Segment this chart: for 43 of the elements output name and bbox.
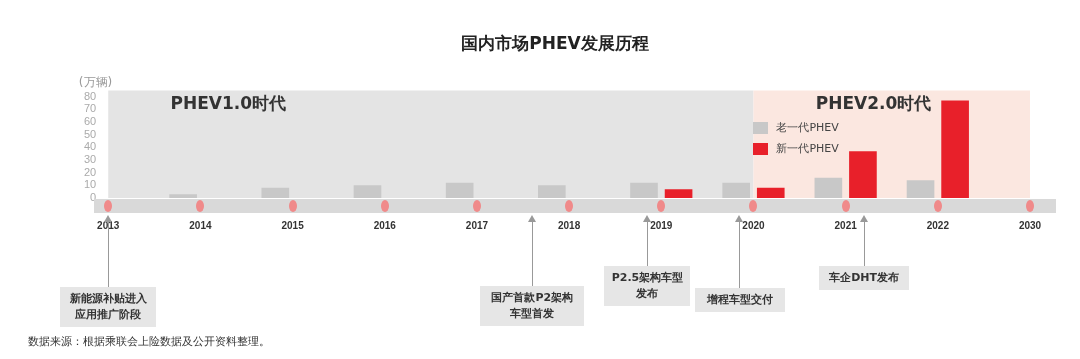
legend-label: 新一代PHEV [776, 141, 839, 157]
x-tick-label: 2018 [557, 219, 581, 231]
band-label: PHEV1.0时代 [170, 93, 287, 114]
y-tick-label: 20 [83, 165, 97, 178]
source-note: 数据来源：根据乘联会上险数据及公开资料整理。 [28, 334, 270, 349]
bar [445, 182, 474, 198]
bar [906, 180, 935, 198]
y-tick-label: 80 [83, 89, 97, 102]
y-tick-label: 40 [83, 140, 97, 153]
x-tick-label: 2015 [281, 219, 305, 231]
text: 国产首款P2架构车型首发 [480, 286, 585, 326]
text: 车企DHT发布 [819, 266, 910, 290]
y-tick-label: 70 [83, 102, 97, 115]
bar [849, 151, 877, 198]
bar [756, 187, 785, 198]
y-tick-label: 30 [83, 153, 97, 166]
bar [664, 189, 693, 198]
x-tick-label: 2020 [742, 219, 766, 231]
text: P2.5架构车型发布 [604, 266, 691, 306]
band-label: PHEV2.0时代 [815, 93, 932, 114]
bar [941, 100, 969, 198]
text: 新能源补贴进入应用推广阶段 [60, 287, 157, 327]
bar [814, 177, 843, 198]
x-tick-label: 2014 [189, 219, 212, 231]
y-tick-label: 50 [83, 127, 97, 140]
y-axis-title: (万辆) [78, 74, 113, 89]
bar [722, 182, 751, 198]
y-tick-label: 60 [83, 115, 97, 128]
bar [353, 185, 382, 198]
bar [261, 187, 290, 198]
legend-label: 老一代PHEV [776, 120, 839, 136]
x-tick-label: 2016 [373, 219, 397, 231]
x-tick-label: 2017 [465, 219, 489, 231]
x-tick-label: 2013 [97, 219, 120, 231]
chart-title: 国内市场PHEV发展历程 [461, 32, 649, 53]
x-tick-label: 2022 [926, 219, 950, 231]
bar [630, 182, 658, 198]
y-tick-label: 10 [83, 178, 97, 191]
x-tick-label: 2030 [1018, 219, 1042, 231]
x-tick-label: 2019 [650, 219, 673, 231]
text: 增程车型交付 [694, 288, 785, 312]
x-tick-label: 2021 [834, 219, 858, 231]
bar [538, 185, 566, 198]
